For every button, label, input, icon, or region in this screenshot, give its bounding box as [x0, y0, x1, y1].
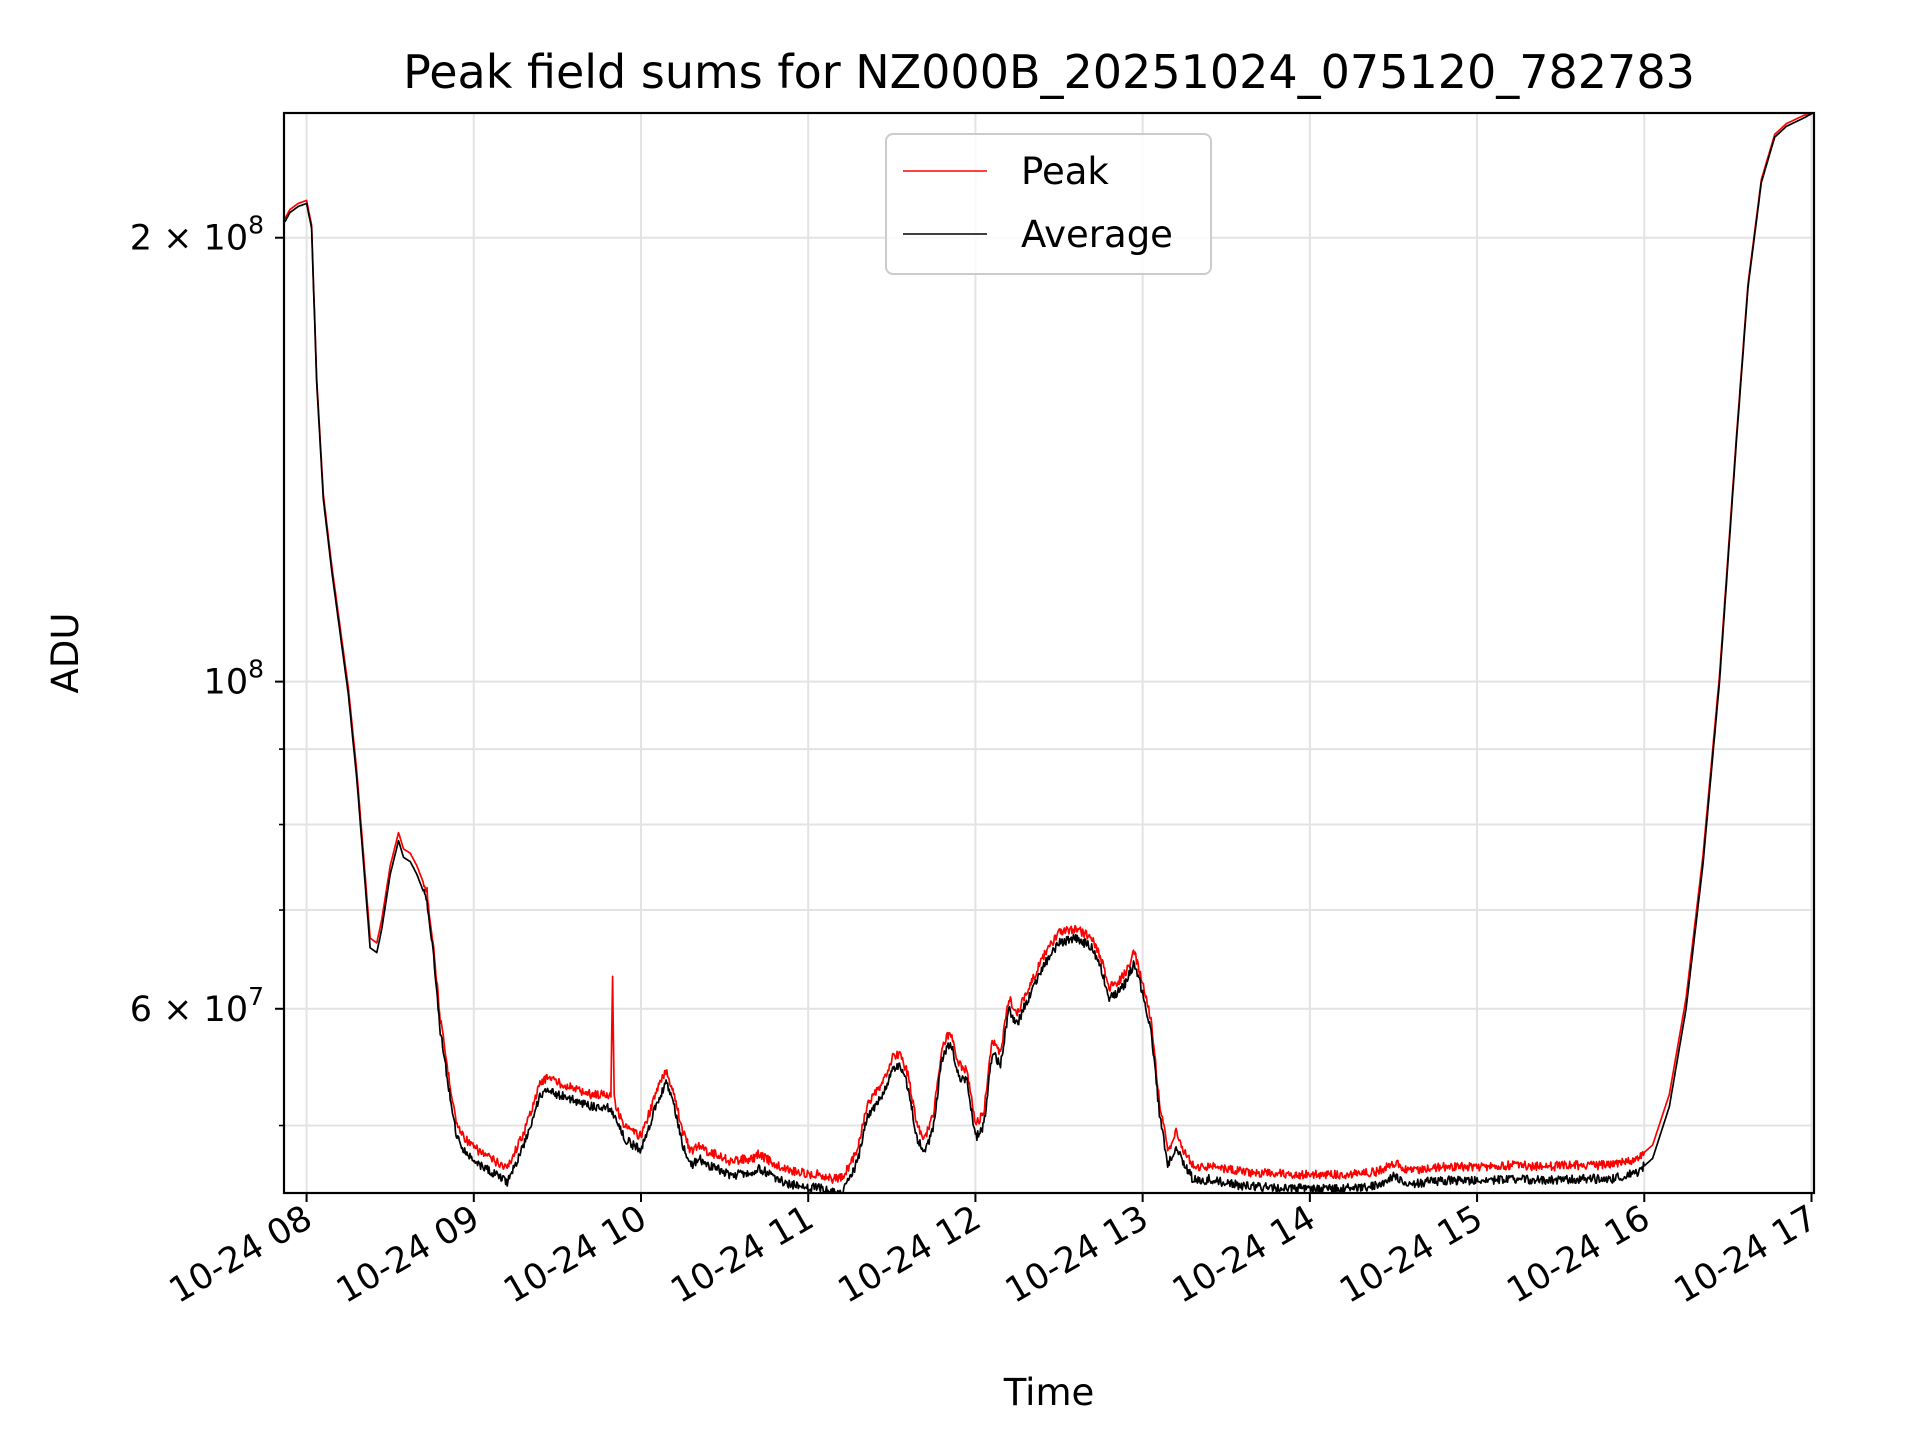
legend: Peak Average [885, 133, 1212, 275]
y-tick-label: 108 [204, 655, 264, 703]
plot-frame [282, 111, 1816, 1195]
y-axis-label: ADU [44, 613, 87, 694]
series-line-average [284, 112, 1814, 1194]
grid [284, 113, 1814, 1193]
chart-title: Peak field sums for NZ000B_20251024_0751… [403, 45, 1695, 99]
y-tick-label: 2 × 108 [130, 211, 264, 259]
legend-label-peak: Peak [1021, 150, 1109, 193]
y-axis: 6 × 107 108 2 × 108 [130, 211, 284, 1127]
series-line-peak [284, 112, 1814, 1184]
legend-label-average: Average [1021, 213, 1173, 256]
legend-frame [885, 133, 1212, 275]
series-layer [284, 112, 1814, 1194]
y-tick-label: 6 × 107 [130, 982, 264, 1030]
x-axis-label: Time [1003, 1371, 1095, 1414]
